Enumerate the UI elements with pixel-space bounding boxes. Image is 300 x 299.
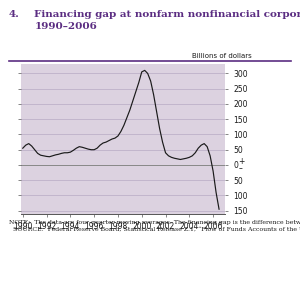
Text: –: – xyxy=(238,164,242,173)
Text: Billions of dollars: Billions of dollars xyxy=(192,53,251,59)
Text: +: + xyxy=(238,157,244,166)
Text: Financing gap at nonfarm nonfinancial corporations,
1990–2006: Financing gap at nonfarm nonfinancial co… xyxy=(34,10,300,31)
Text: 4.: 4. xyxy=(9,10,20,19)
Text: NOTE:  The data are four-quarter moving averages. The financing gap is the diffe: NOTE: The data are four-quarter moving a… xyxy=(9,220,300,232)
